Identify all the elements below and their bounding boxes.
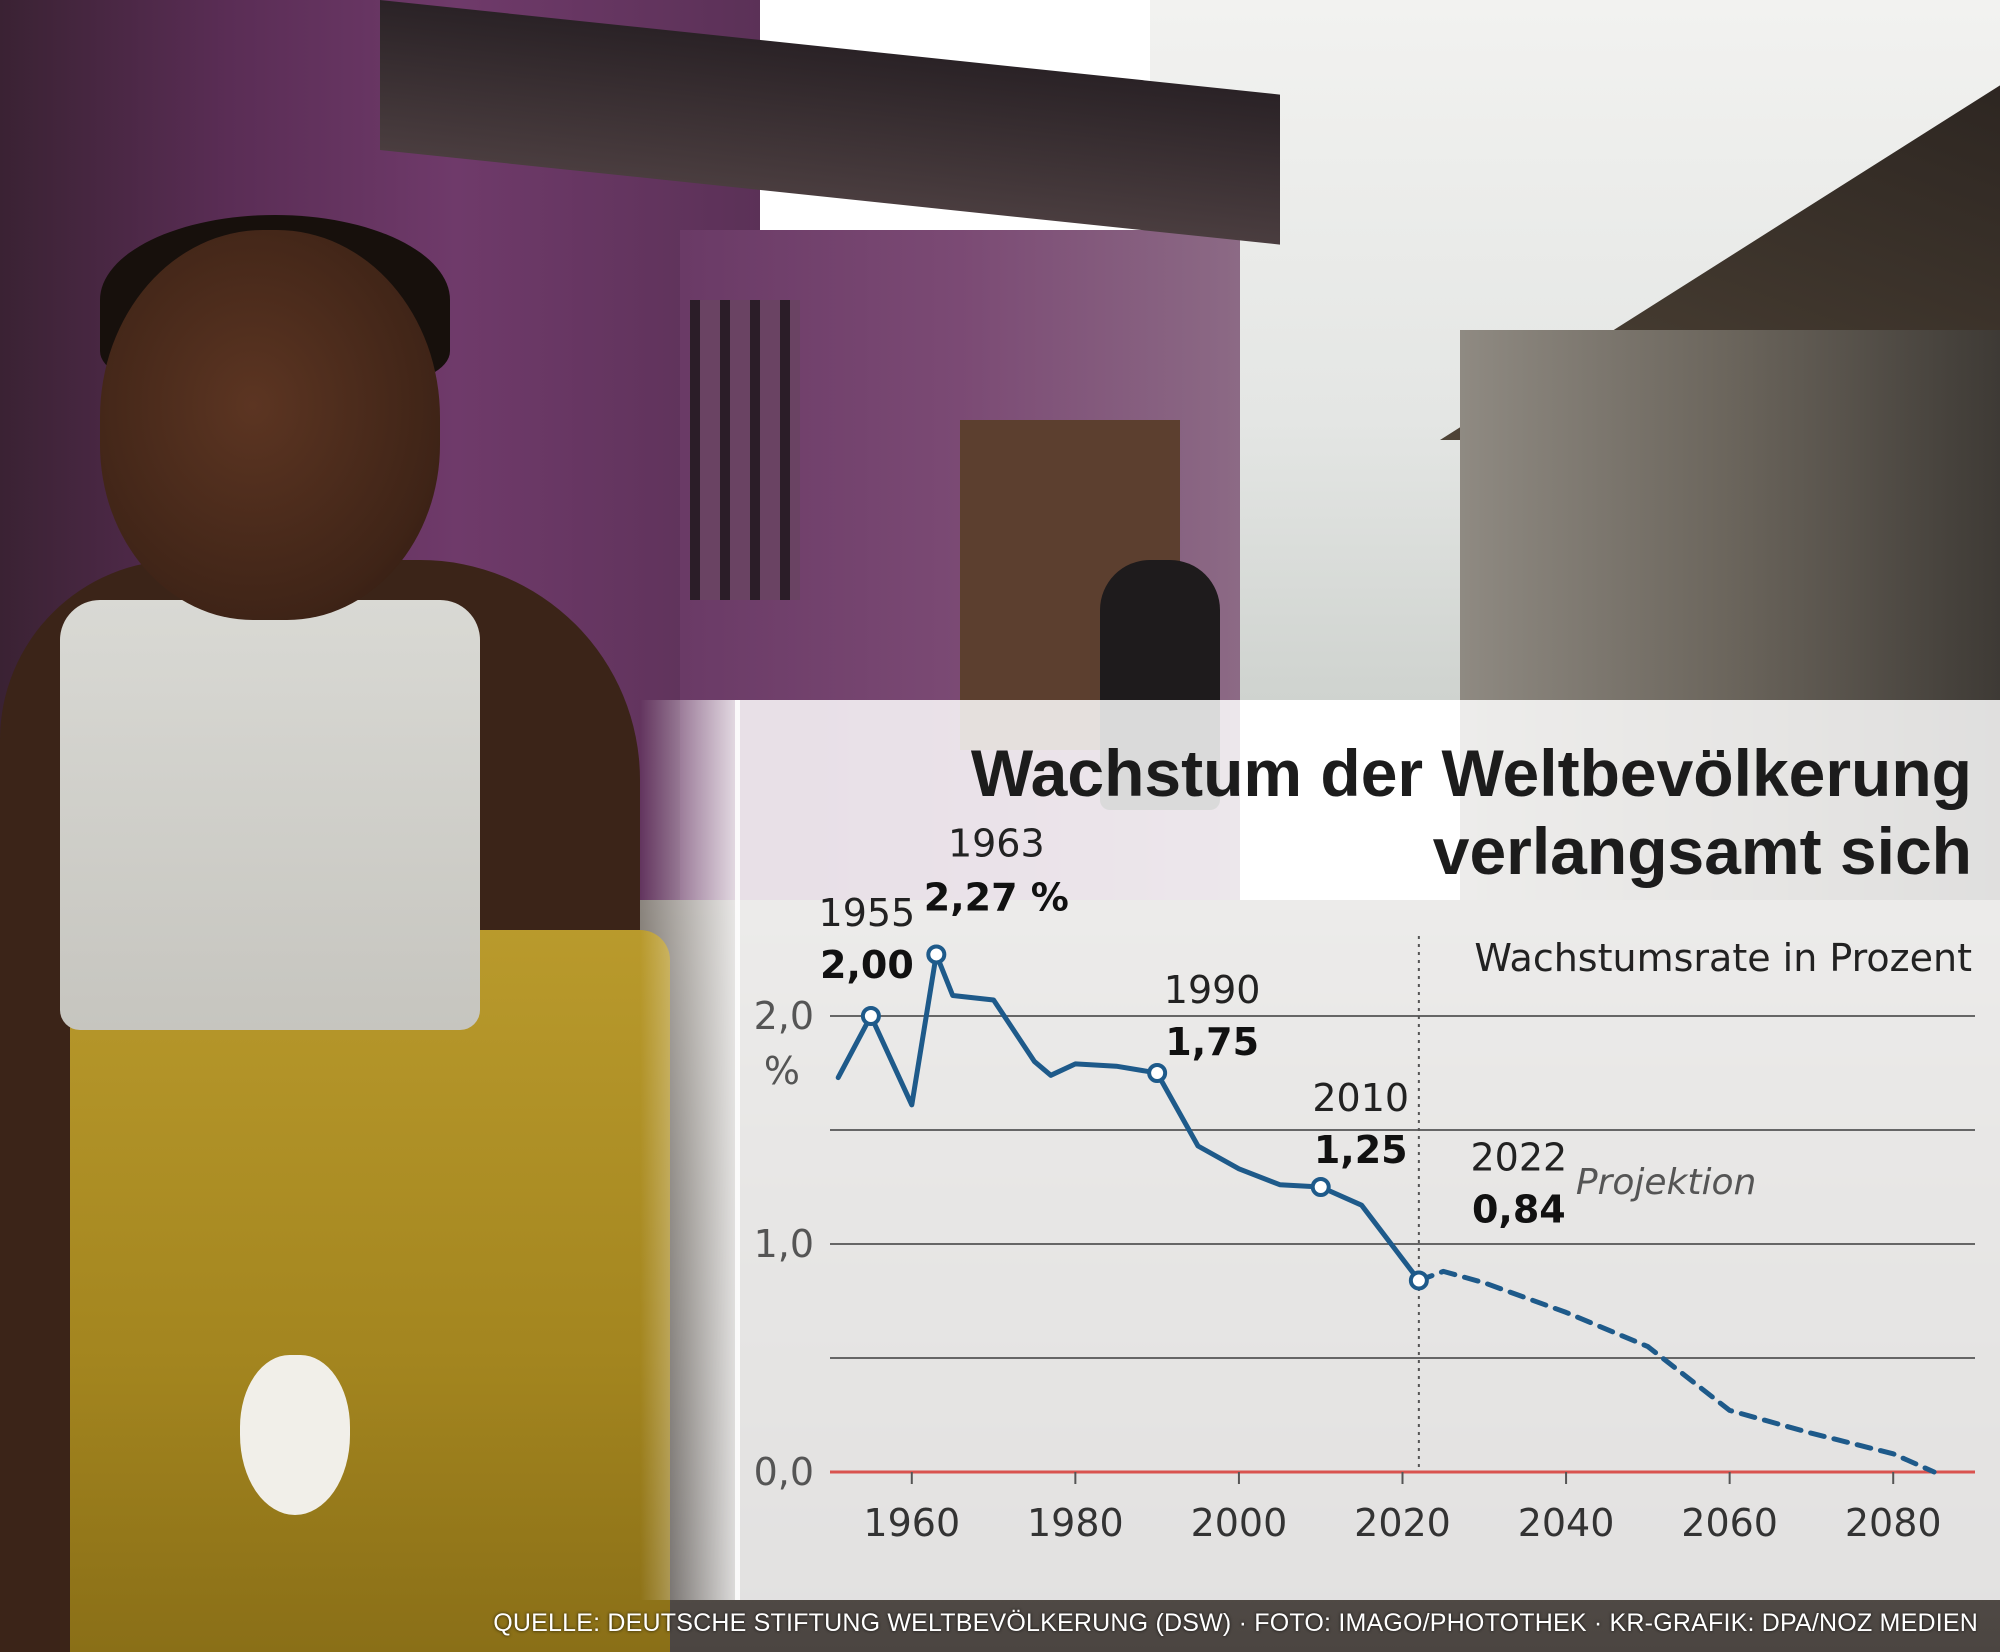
projection-label: Projektion bbox=[1576, 1162, 1757, 1203]
y-tick-label: 1,0 bbox=[754, 1222, 814, 1266]
annotation-year: 2022 bbox=[1470, 1135, 1567, 1179]
yellow-skirt bbox=[70, 930, 670, 1652]
annotation-value: 1,25 bbox=[1314, 1128, 1408, 1172]
y-tick-label: 0,0 bbox=[754, 1450, 814, 1494]
data-point-marker bbox=[926, 944, 947, 965]
annotation-year: 1963 bbox=[948, 821, 1045, 865]
annotation-year: 2010 bbox=[1312, 1076, 1409, 1120]
x-tick-label: 2020 bbox=[1354, 1501, 1451, 1545]
x-tick-label: 2060 bbox=[1681, 1501, 1778, 1545]
chart-title-line-2: verlangsamt sich bbox=[1432, 814, 1972, 888]
y-tick-label: 2,0 bbox=[754, 994, 814, 1038]
barred-window bbox=[690, 300, 800, 600]
panel-fade bbox=[640, 700, 740, 1600]
x-tick-label: 2040 bbox=[1518, 1501, 1615, 1545]
annotation-value: 2,27 % bbox=[924, 875, 1069, 919]
white-tank-top bbox=[60, 600, 480, 1030]
annotation-value: 1,75 bbox=[1165, 1020, 1259, 1064]
source-credit: QUELLE: DEUTSCHE STIFTUNG WELTBEVÖLKERUN… bbox=[493, 1609, 1978, 1637]
annotation-year: 1955 bbox=[819, 891, 916, 935]
annotation-value: 2,00 bbox=[820, 943, 914, 987]
y-unit-label: % bbox=[764, 1049, 800, 1093]
x-tick-label: 2000 bbox=[1191, 1501, 1288, 1545]
chart-subtitle: Wachstumsrate in Prozent bbox=[1474, 936, 1972, 980]
data-point-marker bbox=[1408, 1270, 1429, 1291]
face-mask bbox=[240, 1355, 350, 1515]
x-tick-label: 2080 bbox=[1845, 1501, 1942, 1545]
annotation-value: 0,84 bbox=[1472, 1187, 1566, 1231]
data-point-marker bbox=[1147, 1063, 1168, 1083]
x-tick-label: 1980 bbox=[1027, 1501, 1124, 1545]
historical-line bbox=[835, 951, 1422, 1283]
girl-face bbox=[100, 230, 440, 620]
chart-panel bbox=[735, 700, 2000, 1600]
data-point-marker bbox=[860, 1006, 881, 1026]
projection-line bbox=[1416, 1268, 1937, 1475]
chart-title-line-1: Wachstum der Weltbevölkerung bbox=[970, 736, 1972, 810]
annotation-year: 1990 bbox=[1164, 968, 1261, 1012]
x-tick-label: 1960 bbox=[863, 1501, 960, 1545]
data-point-marker bbox=[1310, 1177, 1331, 1197]
